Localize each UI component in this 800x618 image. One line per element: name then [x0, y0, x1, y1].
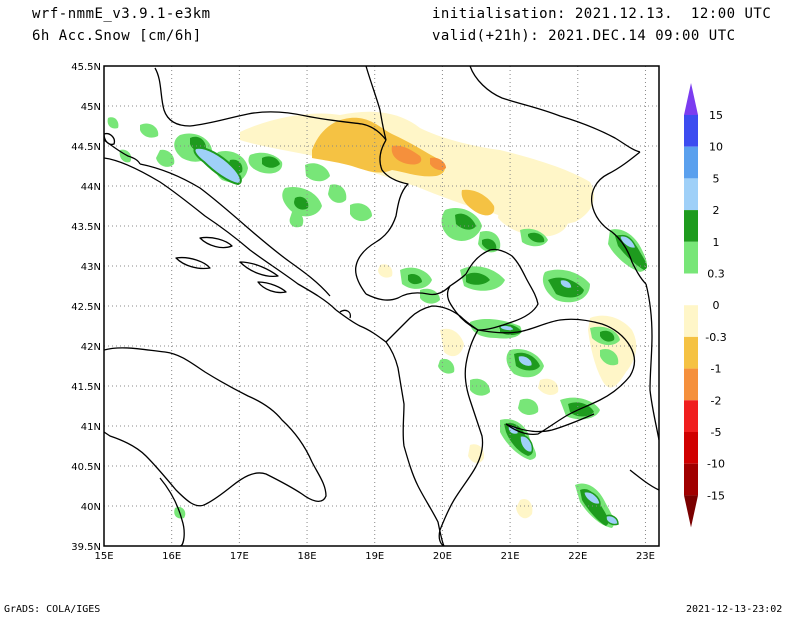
- valid-time: valid(+21h): 2021.DEC.14 09:00 UTC: [432, 28, 736, 44]
- colorbar-label: -10: [707, 458, 725, 471]
- lon-tick-label: 18E: [298, 551, 317, 562]
- colorbar-label: 0: [713, 299, 720, 312]
- croatia-bosnia-border: [154, 67, 387, 141]
- bosnia-serbia-border: [354, 139, 409, 295]
- lat-tick-label: 40.5N: [71, 462, 101, 473]
- croatia-coastline: [104, 139, 337, 311]
- lon-tick-label: 17E: [230, 551, 249, 562]
- colorbar-label: -5: [711, 426, 722, 439]
- colorbar-label: 5: [713, 172, 720, 185]
- lat-tick-label: 41N: [81, 422, 101, 433]
- initialisation-time: initialisation: 2021.12.13. 12:00 UTC: [432, 6, 772, 22]
- lon-tick-label: 20E: [433, 551, 452, 562]
- kosovo-border: [446, 248, 539, 331]
- lon-tick-labels: 15E 16E 17E 18E 19E 20E 21E 22E 23E: [94, 551, 655, 562]
- lon-tick-label: 19E: [365, 551, 384, 562]
- island-4: [257, 281, 287, 294]
- colorbar-swatch: [684, 463, 698, 496]
- greece-coast: [505, 413, 659, 491]
- colorbar-label: 1: [713, 236, 720, 249]
- island-5: [104, 132, 116, 146]
- colorbar-swatch: [684, 115, 698, 147]
- map-frame: [103, 65, 660, 547]
- albania-coastline: [335, 309, 445, 546]
- colorbar-bottom-arrow: [684, 495, 698, 528]
- lat-tick-label: 44.5N: [71, 142, 101, 153]
- colorbar-top-arrow: [684, 83, 698, 115]
- lat-tick-labels: 39.5N 40N 40.5N 41N 41.5N 42N 42.5N 43N 43.5N 44N…: [71, 62, 101, 553]
- colorbar-swatch: [684, 241, 698, 274]
- lat-tick-label: 40N: [81, 502, 101, 513]
- colorbar-label: -15: [707, 489, 725, 502]
- kotor-bay: [339, 309, 352, 319]
- montenegro-border: [365, 273, 467, 301]
- montenegro-albania-border: [385, 305, 479, 343]
- lat-lon-grid: [104, 66, 659, 546]
- colorbar-swatch: [684, 432, 698, 464]
- colorbar-swatch: [684, 210, 698, 242]
- credit-text: GrADS: COLA/IGES: [4, 604, 101, 615]
- colorbar-swatch: [684, 368, 698, 401]
- lat-tick-label: 45.5N: [71, 62, 101, 73]
- colorbar-label: 2: [713, 204, 720, 217]
- colorbar-swatch: [684, 305, 698, 337]
- snow-field: [107, 111, 647, 528]
- lat-tick-label: 42N: [81, 342, 101, 353]
- boundaries: [104, 66, 659, 546]
- colorbar-label: 10: [709, 141, 723, 154]
- lat-tick-label: 39.5N: [71, 542, 101, 553]
- italy-coastline: [104, 347, 327, 507]
- lat-tick-label: 43.5N: [71, 222, 101, 233]
- colorbar: 15 10 5 2 1 0.3 0 -0.3 -1 -2 -5 -10 -15: [684, 83, 727, 528]
- colorbar-label: 15: [709, 109, 723, 122]
- island-1: [199, 236, 233, 249]
- colorbar-swatch: [684, 146, 698, 179]
- colorbar-label: -2: [711, 394, 722, 407]
- island-2: [175, 256, 211, 270]
- variable-title: 6h Acc.Snow [cm/6h]: [32, 28, 202, 44]
- serbia-north-border: [365, 66, 387, 141]
- italy-south-coast: [159, 477, 185, 546]
- colorbar-swatch: [684, 336, 698, 369]
- lat-tick-label: 41.5N: [71, 382, 101, 393]
- lon-tick-label: 22E: [568, 551, 587, 562]
- lon-tick-label: 15E: [94, 551, 113, 562]
- colorbar-swatch: [684, 273, 698, 306]
- albania-greece-border: [438, 329, 484, 546]
- colorbar-label: -0.3: [705, 331, 726, 344]
- lon-tick-label: 16E: [162, 551, 181, 562]
- colorbar-swatch: [684, 178, 698, 211]
- greece-bulgaria-border: [645, 283, 659, 441]
- lon-tick-label: 21E: [501, 551, 520, 562]
- river-border: [469, 66, 641, 153]
- lat-tick-label: 44N: [81, 182, 101, 193]
- colorbar-label: 0.3: [707, 268, 725, 281]
- model-title: wrf-nmmE_v3.9.1-e3km: [32, 6, 211, 22]
- lat-tick-label: 43N: [81, 262, 101, 273]
- colorbar-swatch: [684, 400, 698, 432]
- lat-tick-label: 42.5N: [71, 302, 101, 313]
- north-macedonia-border: [477, 318, 636, 436]
- timestamp-text: 2021-12-13-23:02: [686, 604, 783, 615]
- lon-tick-label: 23E: [636, 551, 655, 562]
- bosnia-coast-border: [139, 163, 331, 297]
- serbia-bulgaria-border: [590, 151, 647, 285]
- lat-tick-label: 45N: [81, 102, 101, 113]
- island-3: [239, 261, 279, 278]
- colorbar-label: -1: [711, 363, 722, 376]
